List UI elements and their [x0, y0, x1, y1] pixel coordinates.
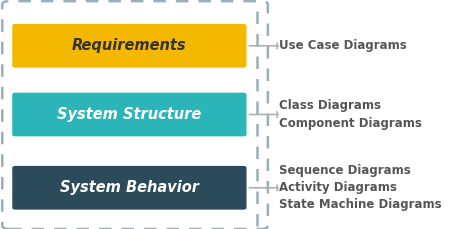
Text: Sequence Diagrams: Sequence Diagrams	[279, 164, 411, 177]
Text: Activity Diagrams: Activity Diagrams	[279, 181, 397, 194]
Text: Requirements: Requirements	[72, 38, 187, 53]
Text: State Machine Diagrams: State Machine Diagrams	[279, 199, 442, 211]
Text: Class Diagrams: Class Diagrams	[279, 99, 381, 112]
Text: System Behavior: System Behavior	[60, 180, 199, 195]
FancyBboxPatch shape	[12, 24, 247, 68]
Text: System Structure: System Structure	[57, 107, 202, 122]
FancyBboxPatch shape	[12, 93, 247, 136]
Text: Component Diagrams: Component Diagrams	[279, 117, 422, 130]
Text: Use Case Diagrams: Use Case Diagrams	[279, 39, 407, 52]
FancyBboxPatch shape	[12, 166, 247, 210]
